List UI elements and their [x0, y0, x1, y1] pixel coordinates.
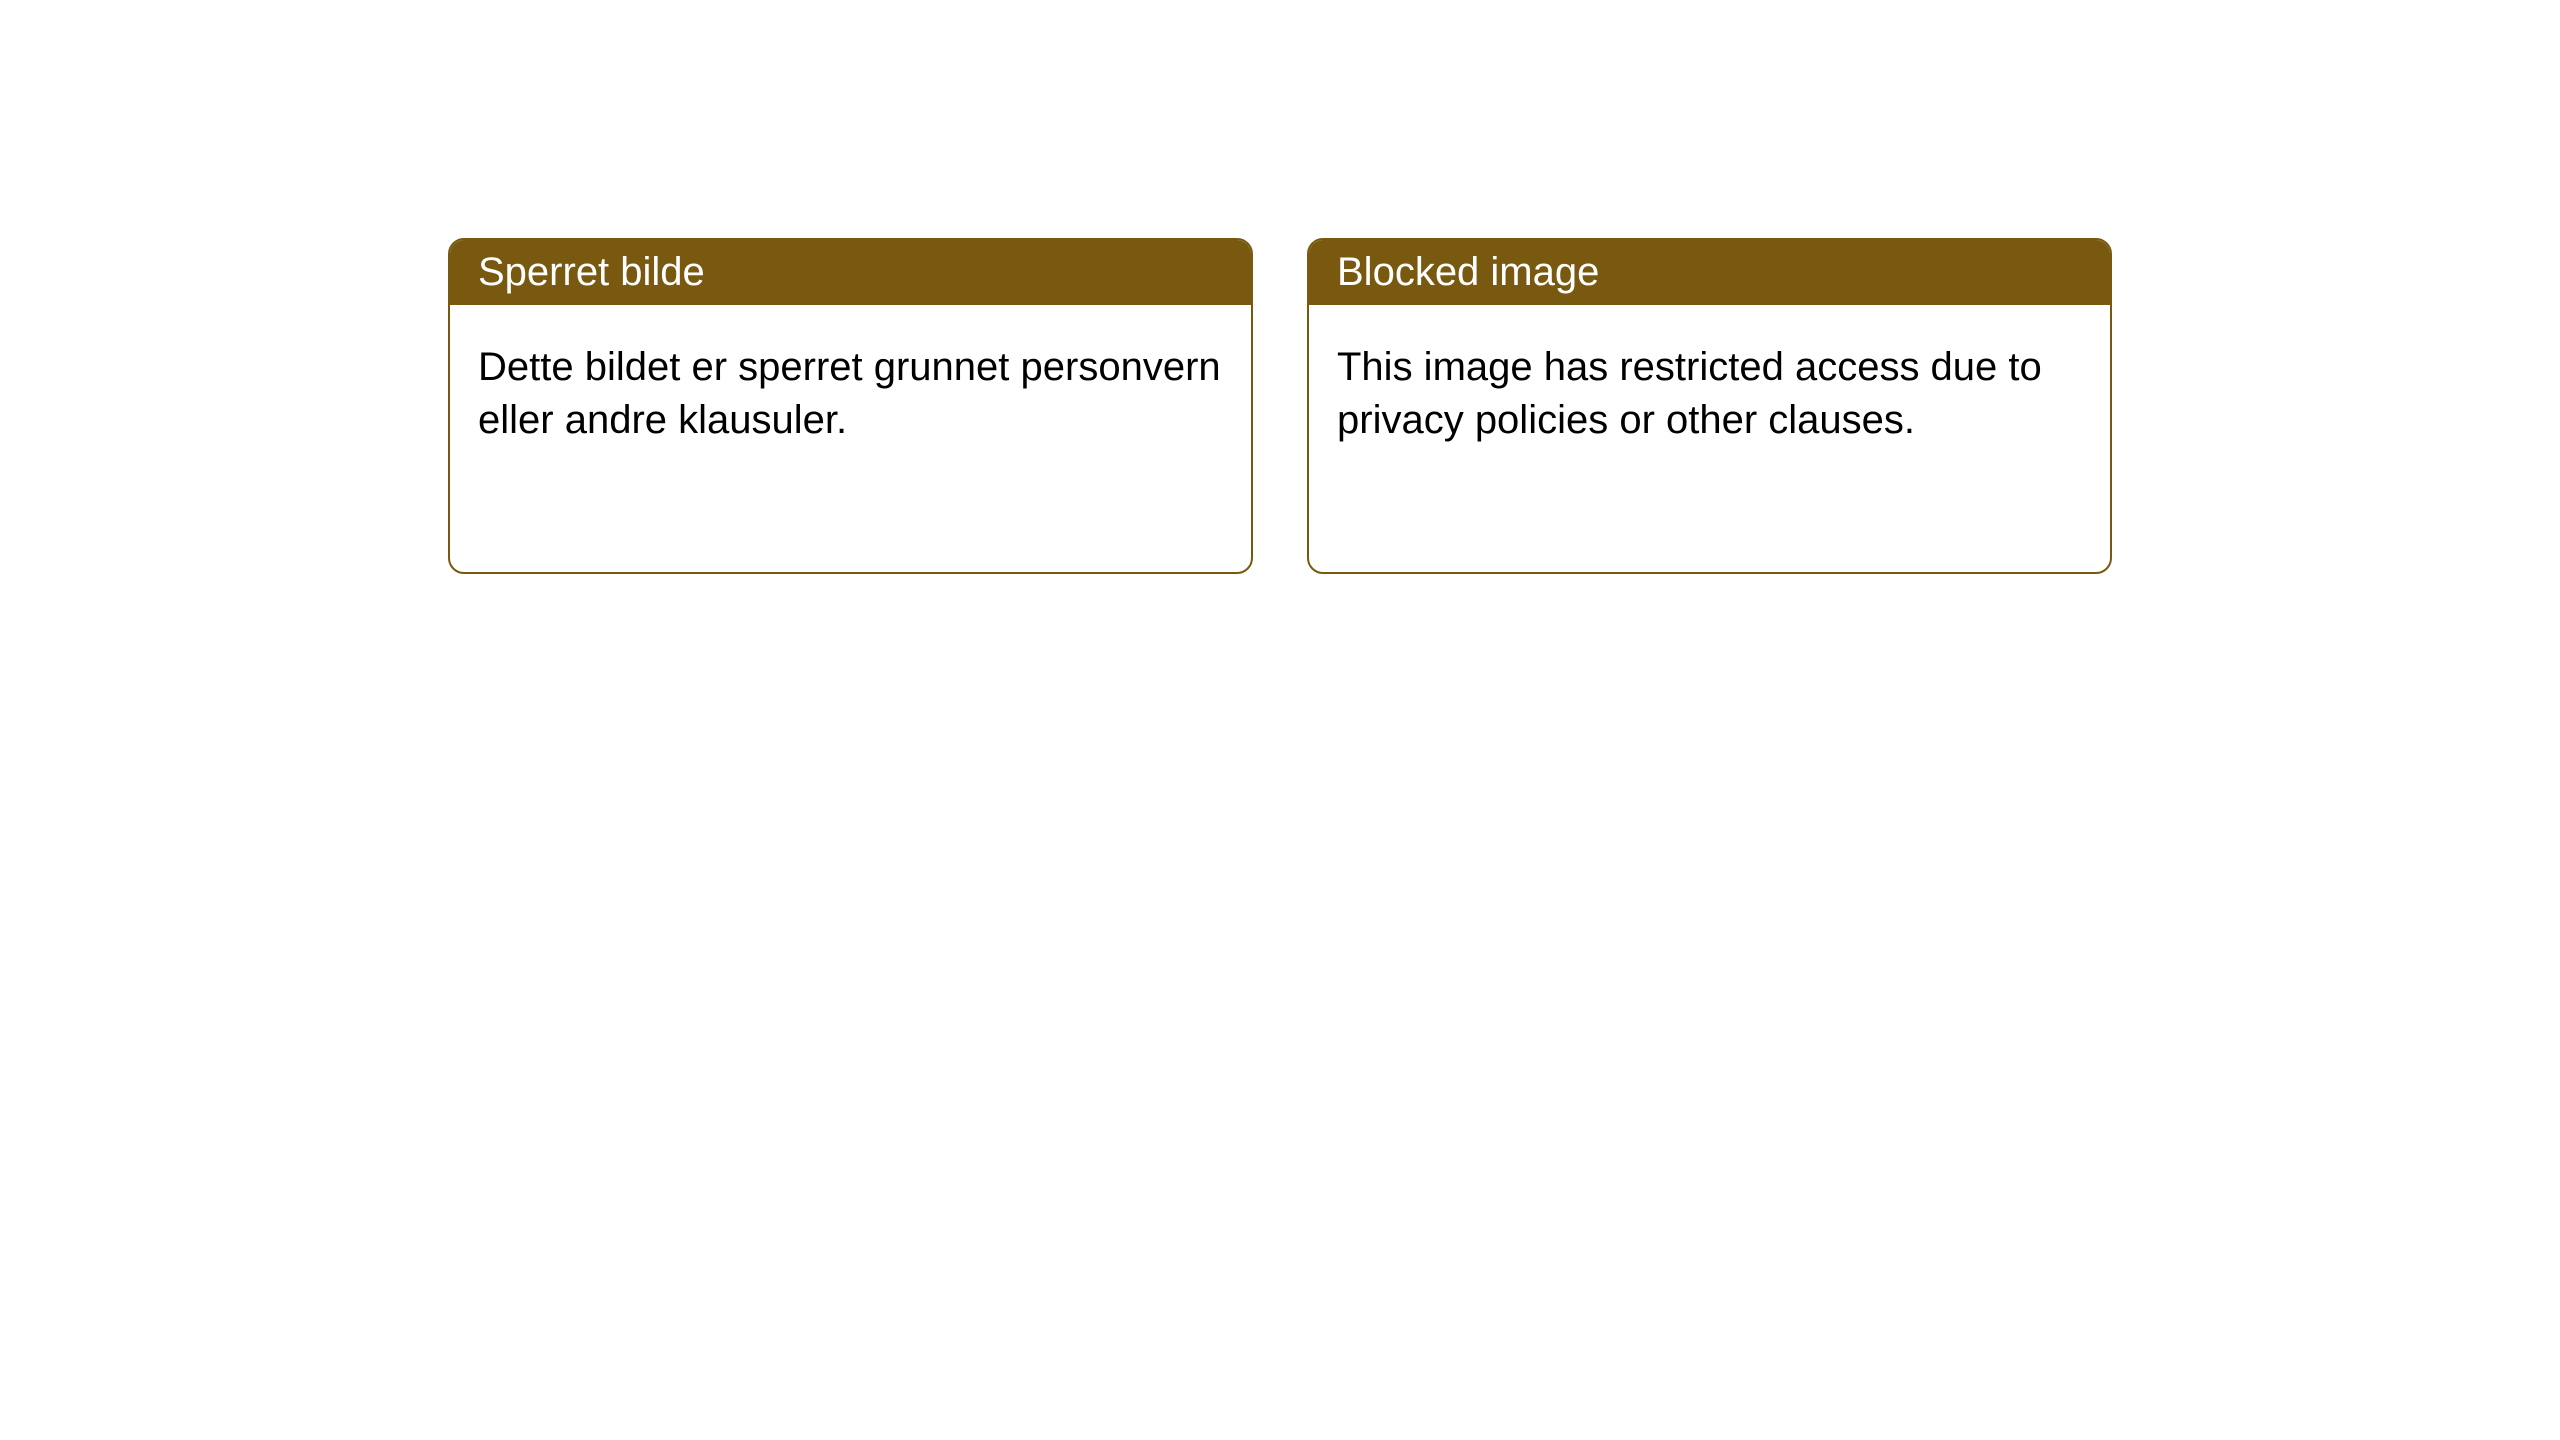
notice-body: This image has restricted access due to … [1309, 305, 2110, 483]
notice-body: Dette bildet er sperret grunnet personve… [450, 305, 1251, 483]
notice-header: Sperret bilde [450, 240, 1251, 305]
notice-card-english: Blocked image This image has restricted … [1307, 238, 2112, 574]
notice-card-norwegian: Sperret bilde Dette bildet er sperret gr… [448, 238, 1253, 574]
notice-header: Blocked image [1309, 240, 2110, 305]
notice-container: Sperret bilde Dette bildet er sperret gr… [448, 238, 2112, 574]
